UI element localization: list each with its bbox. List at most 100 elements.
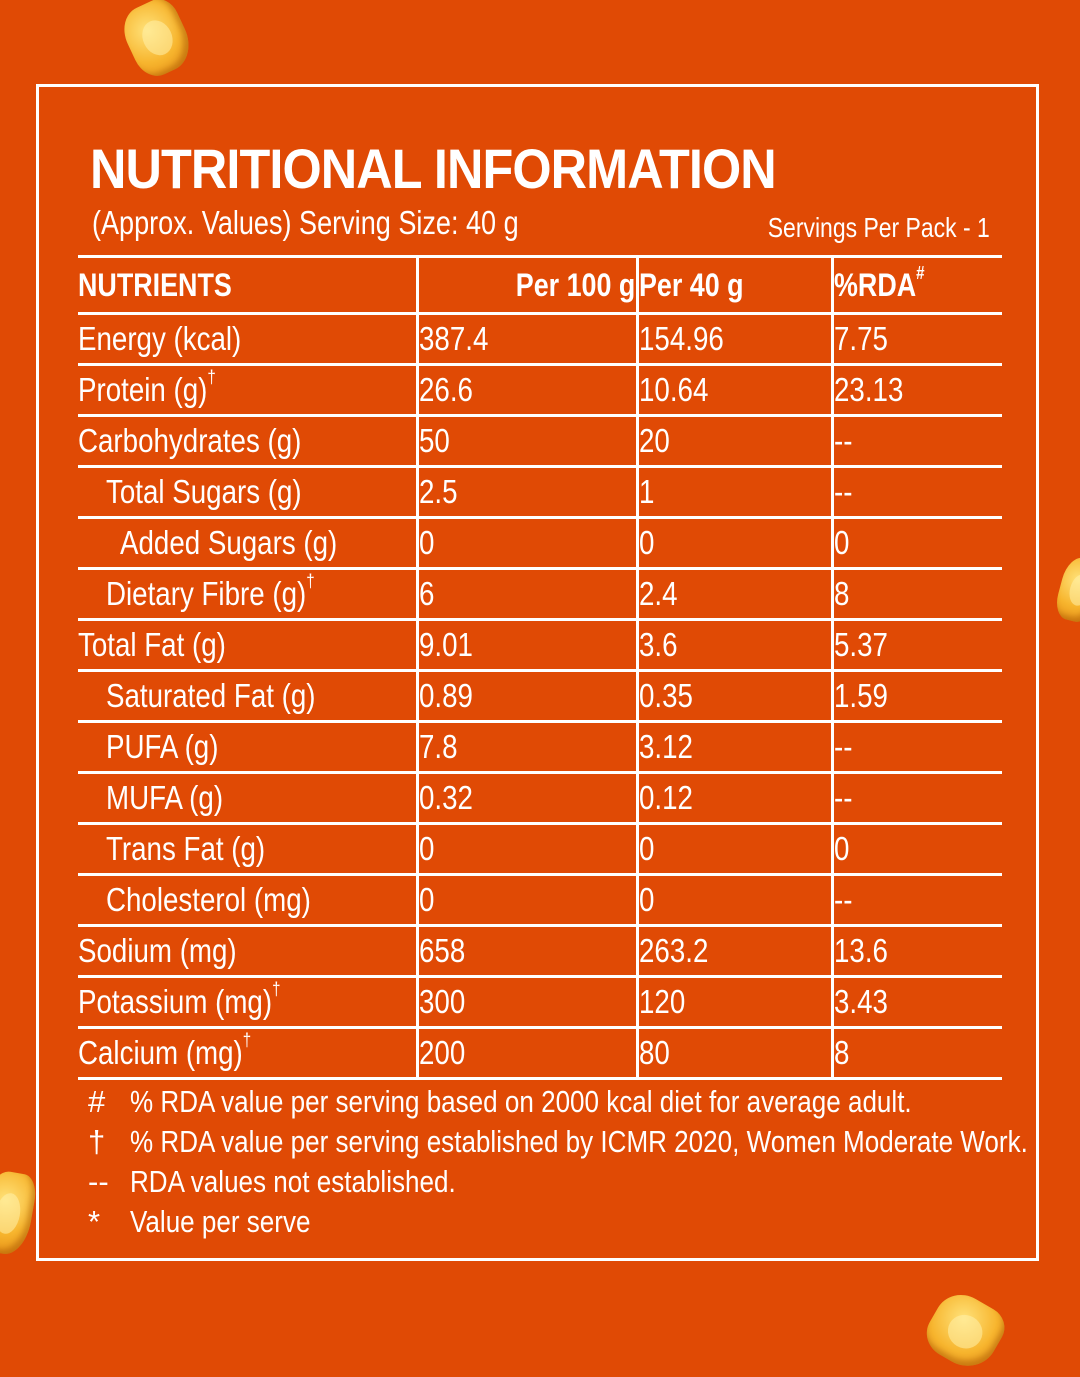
value-rda: --	[830, 466, 1002, 519]
nutrient-name: Added Sugars (g)	[78, 517, 417, 570]
value-rda: --	[830, 415, 1002, 468]
rda-footnote-mark: #	[915, 262, 925, 283]
nutrient-name: Carbohydrates (g)	[78, 415, 417, 468]
nutrient-name: Trans Fat (g)	[78, 823, 417, 876]
value-per-100g: 50	[415, 415, 637, 468]
nutrient-name: Sodium (mg)	[78, 925, 417, 978]
nutrient-name: Potassium (mg)†	[78, 976, 417, 1029]
table-row: Total Fat (g) 9.01 3.6 5.37	[78, 619, 1002, 672]
value-rda: --	[830, 772, 1002, 825]
value-per-100g: 658	[415, 925, 637, 978]
nutrient-name: Protein (g)†	[78, 364, 417, 417]
footnote-mark: †	[242, 1030, 252, 1050]
value-rda: 0	[830, 517, 1002, 570]
servings-per-pack-label: Servings Per Pack - 1	[767, 212, 990, 243]
footnote-text: RDA values not established.	[130, 1164, 456, 1199]
footnote-mark: †	[207, 367, 216, 387]
table-row: Sodium (mg) 658 263.2 13.6	[78, 925, 1002, 978]
value-per-100g: 200	[415, 1027, 637, 1080]
value-per-40g: 263.2	[635, 925, 832, 978]
value-rda: 1.59	[830, 670, 1002, 723]
value-per-100g: 9.01	[415, 619, 637, 672]
nutrient-name: PUFA (g)	[78, 721, 417, 774]
value-per-100g: 0.89	[415, 670, 637, 723]
footnote-line: # % RDA value per serving based on 2000 k…	[88, 1082, 1080, 1122]
value-per-40g: 10.64	[635, 364, 832, 417]
nutrient-name: Energy (kcal)	[78, 313, 417, 366]
footnote-text: Value per serve	[130, 1204, 311, 1239]
value-per-40g: 2.4	[635, 568, 832, 621]
nutrient-name: Total Sugars (g)	[78, 466, 417, 519]
footnote-mark: †	[306, 571, 315, 591]
footnote-symbol: †	[88, 1124, 106, 1159]
value-per-100g: 6	[415, 568, 637, 621]
header-per-40g: Per 40 g	[635, 255, 832, 315]
table-header-row: NUTRIENTS Per 100 g Per 40 g %RDA#	[78, 255, 1002, 315]
value-per-40g: 20	[635, 415, 832, 468]
value-per-40g: 0.12	[635, 772, 832, 825]
value-per-40g: 0.35	[635, 670, 832, 723]
footnote-text: % RDA value per serving based on 2000 kc…	[130, 1084, 912, 1119]
value-rda: 5.37	[830, 619, 1002, 672]
footnote-symbol: --	[88, 1164, 109, 1199]
footnote-symbol: #	[88, 1084, 106, 1119]
value-rda: 3.43	[830, 976, 1002, 1029]
nutrient-name: Cholesterol (mg)	[78, 874, 417, 927]
value-per-100g: 26.6	[415, 364, 637, 417]
value-per-40g: 1	[635, 466, 832, 519]
footnote-symbol: *	[88, 1204, 101, 1239]
value-per-40g: 80	[635, 1027, 832, 1080]
value-per-100g: 300	[415, 976, 637, 1029]
nutrient-name: Calcium (mg)†	[78, 1027, 417, 1080]
page-title: NUTRITIONAL INFORMATION	[90, 137, 777, 200]
value-per-100g: 0	[415, 517, 637, 570]
value-per-100g: 387.4	[415, 313, 637, 366]
table-row: Total Sugars (g) 2.5 1 --	[78, 466, 1002, 519]
value-rda: 8	[830, 568, 1002, 621]
footnotes: # % RDA value per serving based on 2000 k…	[88, 1082, 1080, 1242]
snack-piece-image	[918, 1284, 1012, 1377]
value-rda: 23.13	[830, 364, 1002, 417]
value-per-40g: 120	[635, 976, 832, 1029]
value-per-100g: 0.32	[415, 772, 637, 825]
footnote-text: % RDA value per serving established by I…	[130, 1124, 1028, 1159]
header-per-100g: Per 100 g	[415, 255, 637, 315]
nutrient-name: Dietary Fibre (g)†	[78, 568, 417, 621]
table-row: MUFA (g) 0.32 0.12 --	[78, 772, 1002, 825]
table-row: Potassium (mg)† 300 120 3.43	[78, 976, 1002, 1029]
value-rda: 0	[830, 823, 1002, 876]
value-rda: 8	[830, 1027, 1002, 1080]
table-row: Added Sugars (g) 0 0 0	[78, 517, 1002, 570]
value-per-40g: 0	[635, 874, 832, 927]
value-per-100g: 7.8	[415, 721, 637, 774]
snack-piece-image	[115, 0, 199, 83]
value-per-40g: 3.6	[635, 619, 832, 672]
value-per-40g: 3.12	[635, 721, 832, 774]
value-rda: 13.6	[830, 925, 1002, 978]
footnote-mark: †	[272, 979, 281, 999]
snack-piece-image	[1052, 553, 1080, 627]
value-per-100g: 2.5	[415, 466, 637, 519]
table-row: Energy (kcal) 387.4 154.96 7.75	[78, 313, 1002, 366]
snack-piece-image	[0, 1168, 39, 1258]
nutrient-name: MUFA (g)	[78, 772, 417, 825]
header-nutrients: NUTRIENTS	[78, 255, 417, 315]
header-rda: %RDA#	[830, 255, 1002, 315]
table-row: Carbohydrates (g) 50 20 --	[78, 415, 1002, 468]
table-row: Trans Fat (g) 0 0 0	[78, 823, 1002, 876]
value-rda: --	[830, 874, 1002, 927]
nutrition-panel-border	[36, 84, 1039, 1261]
value-rda: --	[830, 721, 1002, 774]
value-per-100g: 0	[415, 823, 637, 876]
value-per-100g: 0	[415, 874, 637, 927]
footnote-line: * Value per serve	[88, 1202, 1080, 1242]
footnote-line: † % RDA value per serving established by …	[88, 1122, 1080, 1162]
nutrient-name: Saturated Fat (g)	[78, 670, 417, 723]
table-row: Calcium (mg)† 200 80 8	[78, 1027, 1002, 1080]
nutrient-name: Total Fat (g)	[78, 619, 417, 672]
value-per-40g: 0	[635, 517, 832, 570]
value-per-40g: 0	[635, 823, 832, 876]
serving-size-label: (Approx. Values) Serving Size: 40 g	[92, 204, 519, 241]
value-rda: 7.75	[830, 313, 1002, 366]
nutrition-table: NUTRIENTS Per 100 g Per 40 g %RDA# Energ…	[78, 255, 1002, 1080]
